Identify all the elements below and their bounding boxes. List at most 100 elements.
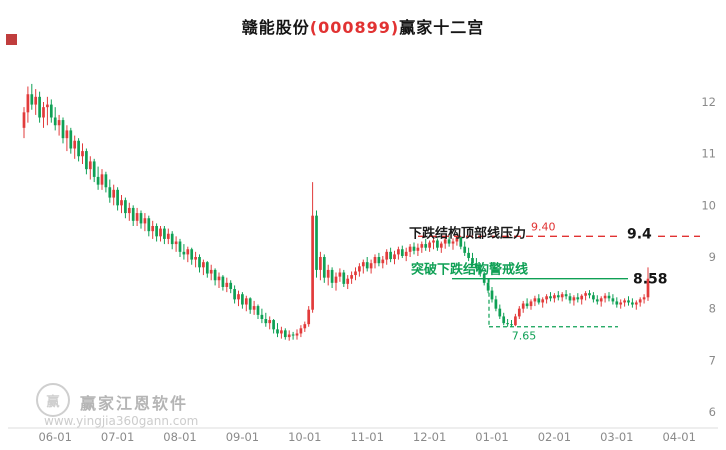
candle-body bbox=[576, 297, 580, 300]
x-axis-label: 12-01 bbox=[413, 430, 446, 444]
warning-label: 突破下跌结构警戒线 bbox=[411, 262, 528, 278]
candle-body bbox=[283, 330, 287, 338]
candle-body bbox=[198, 256, 201, 268]
watermark-url: www.yingjia360gann.com bbox=[44, 414, 199, 428]
candle-body bbox=[615, 301, 619, 305]
candle-body bbox=[233, 289, 236, 300]
resistance-price-big: 9.4 bbox=[627, 226, 652, 242]
candle-body bbox=[225, 282, 229, 287]
candle-body bbox=[634, 302, 638, 305]
candle-body bbox=[124, 200, 127, 214]
watermark: 赢 赢家江恩软件 www.yingjia360gann.com bbox=[36, 383, 266, 435]
candle-body bbox=[116, 189, 119, 206]
candle-body bbox=[174, 241, 178, 245]
resistance-price-bg bbox=[622, 224, 658, 241]
candle-body bbox=[163, 228, 166, 239]
candle-body bbox=[619, 302, 623, 305]
candle-body bbox=[560, 294, 564, 298]
candle-body bbox=[486, 282, 490, 291]
candle-body bbox=[638, 299, 642, 303]
candle-body bbox=[319, 256, 322, 270]
candle-body bbox=[280, 330, 283, 334]
candle-body bbox=[404, 251, 408, 256]
warning-price-big: 8.58 bbox=[633, 272, 668, 288]
candle-body bbox=[408, 246, 412, 252]
candle-body bbox=[291, 334, 295, 336]
candle-body bbox=[436, 240, 439, 248]
candle-body bbox=[584, 293, 587, 296]
resistance-price-small: 9.40 bbox=[531, 220, 556, 233]
candle-body bbox=[463, 246, 467, 253]
candle-body bbox=[57, 120, 61, 126]
candle-body bbox=[53, 117, 57, 126]
candle-body bbox=[237, 294, 240, 300]
candle-body bbox=[217, 276, 221, 281]
candle-body bbox=[104, 174, 108, 188]
x-axis-label: 10-01 bbox=[288, 430, 321, 444]
candle-body bbox=[166, 233, 170, 239]
watermark-logo-char: 赢 bbox=[46, 394, 60, 410]
candle-body bbox=[611, 298, 615, 302]
candle-body bbox=[194, 256, 197, 260]
watermark-brand: 赢家江恩软件 bbox=[80, 394, 189, 413]
candle-body bbox=[229, 282, 233, 290]
candle-body bbox=[139, 213, 143, 224]
candle-body bbox=[549, 296, 552, 299]
candle-body bbox=[46, 104, 49, 108]
candle-body bbox=[287, 334, 291, 338]
candle-body bbox=[517, 308, 521, 317]
candle-body bbox=[564, 294, 568, 297]
candle-body bbox=[627, 300, 630, 303]
y-axis-label: 6 bbox=[709, 405, 716, 419]
candle-body bbox=[346, 278, 350, 284]
candle-body bbox=[338, 272, 342, 277]
candle-body bbox=[498, 308, 502, 317]
candle-body bbox=[221, 276, 225, 287]
candle-body bbox=[389, 251, 392, 260]
corner-marker bbox=[6, 34, 17, 45]
stock-name: 赣能股份 bbox=[241, 18, 310, 37]
candle-body bbox=[603, 295, 607, 299]
candle-body bbox=[506, 323, 509, 325]
watermark-logo-icon: 赢 bbox=[36, 383, 70, 417]
candle-body bbox=[190, 249, 194, 260]
candle-body bbox=[326, 269, 330, 278]
candle-body bbox=[537, 298, 541, 303]
candle-body bbox=[65, 130, 69, 139]
candle-body bbox=[525, 303, 529, 307]
candle-body bbox=[49, 104, 53, 118]
candle-body bbox=[471, 258, 474, 264]
candle-body bbox=[330, 269, 334, 283]
x-axis-label: 02-01 bbox=[538, 430, 571, 444]
page-title: 赣能股份(000899)赢家十二宫 bbox=[0, 14, 726, 38]
candle-body bbox=[595, 299, 599, 302]
x-axis-label: 06-01 bbox=[38, 430, 71, 444]
candle-body bbox=[553, 295, 556, 299]
candle-body bbox=[178, 241, 182, 252]
x-axis-label: 08-01 bbox=[163, 430, 196, 444]
candle-body bbox=[248, 298, 252, 310]
candle-body bbox=[529, 301, 533, 307]
candle-body bbox=[361, 262, 365, 267]
candle-body bbox=[439, 243, 443, 248]
candle-body bbox=[420, 244, 424, 248]
candle-body bbox=[447, 239, 451, 244]
candle-body bbox=[241, 294, 244, 305]
candle-body bbox=[428, 242, 431, 248]
candle-body bbox=[400, 249, 404, 256]
candle-body bbox=[631, 302, 634, 305]
candle-body bbox=[459, 237, 463, 247]
candle-body bbox=[369, 263, 373, 269]
candle-body bbox=[30, 94, 34, 105]
candle-body bbox=[88, 161, 92, 170]
candle-body bbox=[443, 239, 447, 244]
candle-body bbox=[381, 259, 385, 264]
candle-body bbox=[96, 176, 100, 185]
candle-body bbox=[580, 295, 584, 300]
candle-body bbox=[155, 225, 158, 237]
candle-body bbox=[455, 237, 459, 242]
candle-body bbox=[81, 151, 84, 157]
y-axis-label: 11 bbox=[701, 147, 716, 161]
